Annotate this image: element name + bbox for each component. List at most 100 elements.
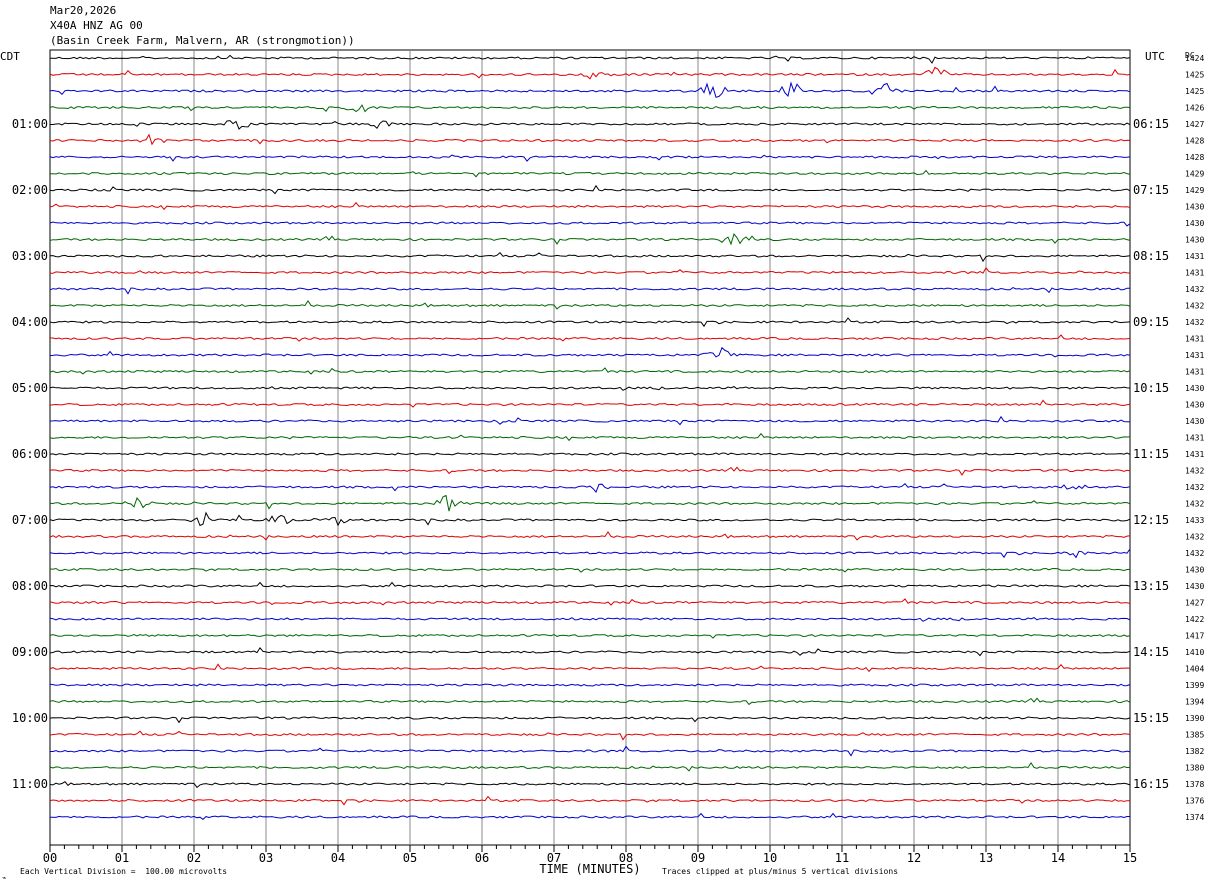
x-tick-label: 10 (763, 851, 777, 865)
dc-offset-label: 1399 (1185, 681, 1204, 690)
left-hour-label: 07:00 (12, 513, 48, 527)
x-tick-label: 04 (331, 851, 345, 865)
dc-offset-label: 1430 (1185, 219, 1204, 228)
dc-offset-label: 1432 (1185, 549, 1204, 558)
left-hour-label: 02:00 (12, 183, 48, 197)
station-site: (Basin Creek Farm, Malvern, AR (strongmo… (50, 34, 355, 47)
dc-offset-label: 1433 (1185, 516, 1204, 525)
seismic-trace (49, 646, 1131, 657)
dc-offset-label: 1430 (1185, 401, 1204, 410)
seismic-trace (49, 201, 1131, 211)
left-hour-label: 05:00 (12, 381, 48, 395)
right-hour-label: 08:15 (1133, 249, 1169, 263)
right-hour-label: 06:15 (1133, 117, 1169, 131)
right-hour-label: 12:15 (1133, 513, 1169, 527)
seismic-trace (49, 287, 1131, 295)
dc-offset-label: 1430 (1185, 384, 1204, 393)
footer-scale-note: Each Vertical Division = 100.00 microvol… (20, 867, 228, 876)
dc-offset-label: 1431 (1185, 335, 1204, 344)
x-tick-label: 15 (1123, 851, 1137, 865)
right-hour-label: 10:15 (1133, 381, 1169, 395)
seismic-trace (49, 432, 1131, 442)
x-tick-label: 06 (475, 851, 489, 865)
right-hour-label: 14:15 (1133, 645, 1169, 659)
seismic-trace (49, 633, 1131, 639)
seismic-trace (50, 169, 1131, 178)
x-tick-label: 12 (907, 851, 921, 865)
x-tick-label: 00 (43, 851, 57, 865)
x-tick-label: 13 (979, 851, 993, 865)
left-hour-label: 11:00 (12, 777, 48, 791)
seismic-trace (49, 466, 1131, 476)
seismic-trace (49, 812, 1130, 821)
dc-offset-label: 1430 (1185, 203, 1204, 212)
seismic-trace (49, 663, 1131, 673)
seismic-trace (49, 232, 1131, 246)
dc-offset-label: 1430 (1185, 566, 1204, 575)
dc-offset-label: 1380 (1185, 764, 1204, 773)
dc-offset-label: 1374 (1185, 813, 1204, 822)
x-axis-label: TIME (MINUTES) (539, 862, 640, 876)
x-tick-label: 02 (187, 851, 201, 865)
station-code: X40A HNZ AG 00 (50, 19, 143, 32)
x-tick-label: 09 (691, 851, 705, 865)
dc-offset-label: 1431 (1185, 269, 1204, 278)
seismic-trace (49, 221, 1131, 227)
seismic-trace (49, 761, 1131, 772)
seismic-trace (49, 494, 1131, 512)
dc-offset-label: 1429 (1185, 170, 1204, 179)
seismic-trace (49, 530, 1131, 541)
dc-offset-label: 1426 (1185, 104, 1204, 113)
seismic-trace (49, 154, 1131, 162)
left-hour-label: 10:00 (12, 711, 48, 725)
dc-offset-label: 1422 (1185, 615, 1204, 624)
dc-column-label: DC (1185, 51, 1195, 60)
seismic-trace (50, 334, 1131, 342)
x-tick-label: 03 (259, 851, 273, 865)
seismic-trace (49, 716, 1131, 724)
right-hour-label: 15:15 (1133, 711, 1169, 725)
right-timezone-label: UTC (1145, 50, 1165, 63)
dc-offset-label: 1432 (1185, 285, 1204, 294)
x-tick-label: 01 (115, 851, 129, 865)
left-hour-label: 09:00 (12, 645, 48, 659)
dc-offset-label: 1431 (1185, 450, 1204, 459)
seismic-trace (49, 683, 1131, 687)
seismic-trace (50, 745, 1131, 757)
x-tick-label: 14 (1051, 851, 1065, 865)
seismic-trace (49, 299, 1131, 310)
left-hour-label: 01:00 (12, 117, 48, 131)
seismic-trace (49, 367, 1131, 375)
x-tick-label: 11 (835, 851, 849, 865)
dc-offset-label: 1431 (1185, 252, 1204, 261)
seismic-trace (49, 386, 1131, 391)
chart-date: Mar20,2026 (50, 4, 117, 17)
x-tick-label: 07 (547, 851, 561, 865)
seismic-trace (49, 697, 1131, 706)
dc-offset-label: 1385 (1185, 731, 1204, 740)
seismic-trace (49, 567, 1131, 573)
dc-offset-label: 1382 (1185, 747, 1204, 756)
dc-offset-label: 1428 (1185, 137, 1204, 146)
dc-offset-label: 1432 (1185, 318, 1204, 327)
seismic-trace (49, 267, 1131, 275)
seismic-trace (49, 730, 1131, 741)
seismic-trace (49, 598, 1131, 606)
dc-offset-label: 1432 (1185, 500, 1204, 509)
seismic-trace (49, 781, 1131, 789)
dc-offset-label: 1427 (1185, 599, 1204, 608)
footer-clip-note: Traces clipped at plus/minus 5 vertical … (662, 867, 899, 876)
dc-offset-label: 1425 (1185, 87, 1204, 96)
seismic-trace (49, 346, 1131, 358)
dc-offset-label: 1430 (1185, 417, 1204, 426)
seismic-trace (49, 617, 1131, 622)
dc-offset-label: 1417 (1185, 632, 1204, 641)
seismic-trace (49, 548, 1131, 559)
left-hour-label: 03:00 (12, 249, 48, 263)
right-hour-label: 16:15 (1133, 777, 1169, 791)
seismic-trace (49, 184, 1131, 195)
dc-offset-label: 1427 (1185, 120, 1204, 129)
seismic-trace (49, 251, 1131, 263)
seismic-trace (50, 54, 1131, 64)
